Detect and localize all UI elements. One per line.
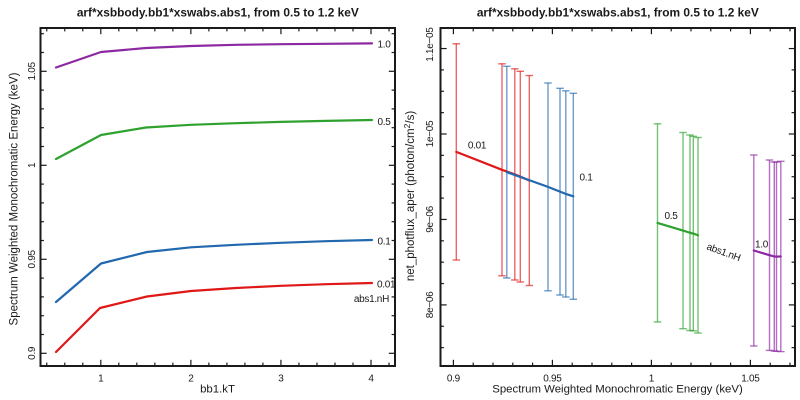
svg-text:1.05: 1.05	[27, 61, 38, 80]
svg-text:Spectrum Weighted Monochromati: Spectrum Weighted Monochromatic Energy (…	[9, 72, 21, 325]
svg-text:2: 2	[188, 374, 194, 385]
svg-text:1: 1	[27, 162, 38, 168]
svg-text:0.95: 0.95	[543, 374, 562, 385]
svg-text:0.95: 0.95	[27, 249, 38, 268]
svg-text:0.01: 0.01	[377, 279, 396, 290]
svg-text:abs1.nH: abs1.nH	[354, 294, 389, 305]
svg-text:9e−06: 9e−06	[425, 205, 436, 232]
svg-text:0.5: 0.5	[378, 117, 392, 128]
svg-text:0.5: 0.5	[664, 211, 678, 222]
svg-text:0.01: 0.01	[468, 141, 487, 152]
svg-text:0.9: 0.9	[27, 346, 38, 360]
svg-text:net_photflux_aper (photon/cm2/: net_photflux_aper (photon/cm2/s)	[402, 111, 417, 281]
svg-text:1: 1	[649, 374, 655, 385]
svg-text:1.0: 1.0	[378, 39, 392, 50]
svg-text:0.9: 0.9	[447, 374, 461, 385]
svg-text:4: 4	[368, 374, 374, 385]
svg-text:0.1: 0.1	[378, 237, 392, 248]
svg-text:1: 1	[98, 374, 104, 385]
svg-text:1.0: 1.0	[755, 240, 769, 251]
svg-text:0.1: 0.1	[579, 173, 593, 184]
svg-text:bb1.kT: bb1.kT	[200, 383, 235, 395]
svg-text:Spectrum Weighted Monochromati: Spectrum Weighted Monochromatic Energy (…	[492, 383, 743, 395]
svg-text:arf*xsbbody.bb1*xswabs.abs1, f: arf*xsbbody.bb1*xswabs.abs1, from 0.5 to…	[477, 6, 759, 20]
svg-text:1.1e−05: 1.1e−05	[425, 27, 436, 62]
svg-text:1e−05: 1e−05	[425, 120, 436, 147]
svg-text:arf*xsbbody.bb1*xswabs.abs1, f: arf*xsbbody.bb1*xswabs.abs1, from 0.5 to…	[77, 6, 359, 20]
svg-text:1.05: 1.05	[741, 374, 760, 385]
svg-text:3: 3	[278, 374, 284, 385]
svg-text:8e−06: 8e−06	[425, 291, 436, 318]
